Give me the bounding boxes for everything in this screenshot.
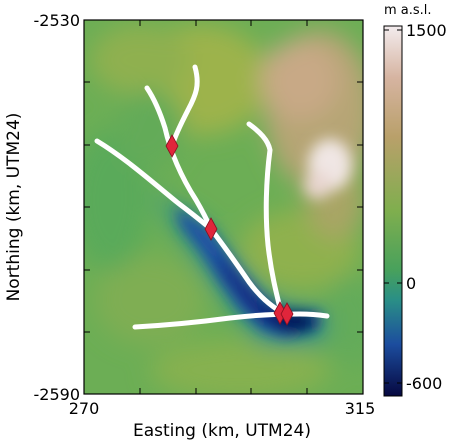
x-tick-right: 315 bbox=[345, 399, 376, 418]
flowlines bbox=[94, 64, 330, 330]
flowline-main-trunk bbox=[208, 226, 284, 315]
marker-diamond bbox=[204, 217, 218, 241]
colorbar-tick-0: 0 bbox=[406, 274, 416, 293]
y-tick-bottom: -2590 bbox=[34, 385, 81, 404]
colorbar-tick-1500: 1500 bbox=[406, 21, 447, 40]
flowline-branch-east bbox=[246, 121, 284, 315]
y-tick-top: -2530 bbox=[34, 11, 81, 30]
flowline-branch-west bbox=[94, 138, 214, 232]
colorbar: m a.s.l. 1500 0 -600 bbox=[383, 3, 447, 397]
plot-frame bbox=[83, 19, 364, 395]
colorbar-gradient bbox=[383, 25, 403, 397]
flowline-outlet bbox=[132, 311, 330, 330]
marker-diamond bbox=[280, 302, 294, 326]
flowline-branch-northwest bbox=[144, 85, 214, 232]
flowline-branch-north bbox=[169, 64, 200, 149]
x-tick-left: 270 bbox=[69, 399, 100, 418]
colorbar-title: m a.s.l. bbox=[384, 3, 432, 18]
colorbar-tick-minus600: -600 bbox=[406, 374, 442, 393]
marker-diamond bbox=[165, 134, 179, 158]
y-axis-label: Northing (km, UTM24) bbox=[4, 113, 24, 302]
sample-markers bbox=[165, 134, 294, 326]
x-axis-label: Easting (km, UTM24) bbox=[133, 421, 311, 441]
elevation-map bbox=[84, 20, 363, 394]
